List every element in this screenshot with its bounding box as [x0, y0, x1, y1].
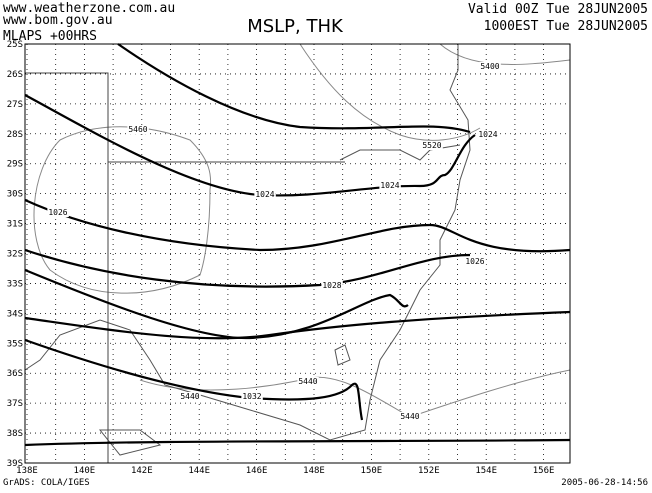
label-bg	[47, 208, 69, 217]
lon-label: 144E	[188, 466, 210, 476]
lon-label: 154E	[475, 466, 497, 476]
island	[98, 429, 162, 456]
isobars	[24, 43, 571, 447]
lat-label: 29S	[7, 160, 23, 170]
thickness-line	[439, 43, 571, 65]
label-bg	[321, 281, 343, 290]
contour-label: 1024	[380, 181, 399, 190]
isobar	[24, 94, 476, 197]
contour-label: 1026	[465, 257, 484, 266]
contour-label: 5400	[480, 62, 499, 71]
lon-label: 156E	[533, 466, 555, 476]
isobar	[24, 438, 571, 447]
contour-label: 1028	[322, 281, 341, 290]
isobar	[24, 248, 471, 288]
thickness-line	[139, 369, 571, 418]
footer-stamp: 2005-06-28-14:56	[561, 478, 648, 488]
valid-time: Valid 00Z Tue 28JUN2005	[468, 2, 648, 17]
thickness-line	[33, 126, 212, 294]
isobar	[117, 43, 471, 134]
grid	[25, 43, 570, 464]
lat-label: 27S	[7, 100, 23, 110]
isobar	[24, 310, 571, 340]
lat-label: 26S	[7, 70, 23, 80]
coastline	[24, 44, 471, 441]
lat-label: 35S	[7, 339, 23, 349]
label-bg	[399, 412, 421, 421]
lon-label: 142E	[131, 466, 153, 476]
label-bg	[421, 141, 443, 150]
label-bg	[379, 181, 401, 190]
isobar	[24, 338, 364, 421]
footer-source: GrADS: COLA/IGES	[3, 478, 90, 488]
lon-label: 150E	[361, 466, 383, 476]
lat-label: 32S	[7, 250, 23, 260]
label-bg	[479, 62, 501, 71]
lat-label: 34S	[7, 309, 23, 319]
inset-box	[25, 72, 109, 463]
contour-label: 5440	[400, 412, 419, 421]
site-line: www.weatherzone.com.au	[3, 1, 175, 16]
map-title: MSLP, THK	[247, 16, 344, 37]
lon-label: 152E	[418, 466, 440, 476]
lake	[334, 344, 351, 366]
thickness-line	[299, 43, 481, 141]
lat-label: 30S	[7, 190, 23, 200]
contour-label: 5440	[298, 377, 317, 386]
contour-label: 5440	[180, 392, 199, 401]
lat-label: 38S	[7, 429, 23, 439]
lat-label: 33S	[7, 279, 23, 289]
label-bg	[179, 392, 201, 401]
lat-label: 39S	[7, 459, 23, 469]
label-bg	[127, 125, 149, 134]
label-bg	[477, 130, 499, 139]
label-bg	[297, 377, 319, 386]
lon-label: 146E	[246, 466, 268, 476]
lat-label: 36S	[7, 369, 23, 379]
site-line: www.bom.gov.au	[3, 13, 113, 28]
lon-label: 148E	[303, 466, 325, 476]
isobar	[24, 198, 571, 253]
contour-label: 1024	[255, 190, 274, 199]
lat-label: 28S	[7, 130, 23, 140]
lat-label: 25S	[7, 40, 23, 50]
label-bg	[464, 257, 486, 266]
local-time: 1000EST Tue 28JUN2005	[484, 19, 648, 34]
contour-label: 1026	[48, 208, 67, 217]
label-bg	[254, 190, 276, 199]
lon-label: 140E	[74, 466, 96, 476]
boxes	[25, 72, 345, 463]
lat-label: 31S	[7, 220, 23, 230]
contour-label: 1032	[242, 392, 261, 401]
lat-label: 37S	[7, 399, 23, 409]
label-bg	[241, 392, 263, 401]
contour-label: 5460	[128, 125, 147, 134]
contour-label: 1024	[478, 130, 497, 139]
contour-label: 5520	[422, 141, 441, 150]
lon-label: 138E	[16, 466, 38, 476]
model-label: MLAPS +00HRS	[3, 29, 97, 44]
map-frame	[24, 43, 571, 464]
